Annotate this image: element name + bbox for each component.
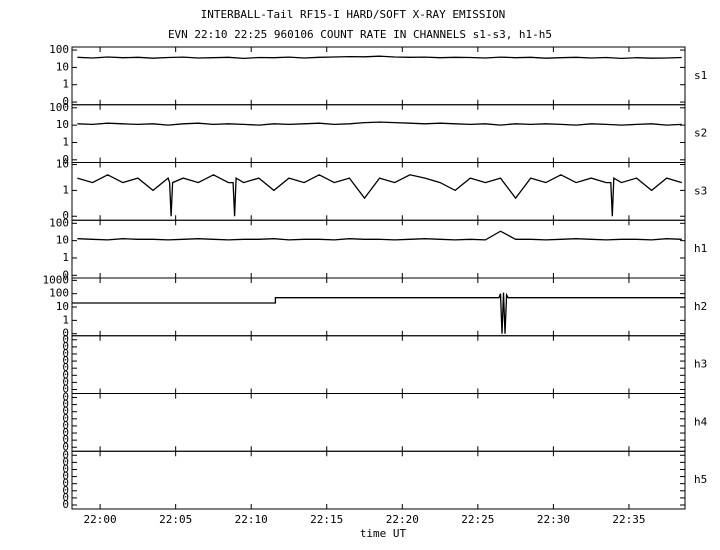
y-tick-label: 0 [62,375,69,388]
y-tick-label: 0 [62,368,69,381]
chart-title: INTERBALL-Tail RF15-I HARD/SOFT X-RAY EM… [201,8,506,21]
series-line [77,230,682,241]
y-tick-label: 0 [62,419,69,432]
series-line [72,292,685,334]
y-tick-label: 0 [62,391,69,404]
y-tick-label: 10 [56,158,69,171]
chart-subtitle: EVN 22:10 22:25 960106 COUNT RATE IN CHA… [168,28,552,41]
x-tick-label: 22:05 [159,513,192,526]
y-tick-label: 1 [62,251,69,264]
y-tick-label: 0 [62,477,69,490]
y-tick-label: 100 [49,216,69,229]
y-tick-label: 0 [62,498,69,511]
y-tick-label: 100 [49,287,69,300]
y-tick-label: 0 [62,153,69,166]
y-tick-label: 10 [56,60,69,73]
y-tick-label: 0 [62,268,69,281]
y-tick-label: 10 [56,118,69,131]
y-tick-label: 0 [62,484,69,497]
y-tick-label: 0 [62,95,69,108]
y-tick-label: 0 [62,209,69,222]
x-tick-label: 22:10 [235,513,268,526]
y-tick-label: 0 [62,462,69,475]
panel-label: s1 [694,69,707,82]
x-tick-label: 22:00 [84,513,117,526]
y-tick-label: 0 [62,470,69,483]
y-tick-label: 0 [62,333,69,346]
y-tick-label: 0 [62,440,69,453]
y-tick-label: 100 [49,101,69,114]
y-tick-label: 1 [62,183,69,196]
y-tick-label: 0 [62,448,69,461]
x-tick-label: 22:20 [386,513,419,526]
y-tick-label: 0 [62,347,69,360]
panel-label: h1 [694,242,707,255]
y-tick-label: 10 [56,234,69,247]
panel-label: s2 [694,127,707,140]
series-line [77,174,682,217]
panel-frame [71,450,686,510]
y-tick-label: 0 [62,398,69,411]
x-tick-label: 22:30 [537,513,570,526]
series-line [77,121,682,126]
x-tick-label: 22:25 [461,513,494,526]
y-tick-label: 1 [62,78,69,91]
y-tick-label: 1 [62,313,69,326]
y-tick-label: 0 [62,412,69,425]
y-tick-label: 0 [62,455,69,468]
y-tick-label: 0 [62,433,69,446]
y-tick-label: 0 [62,361,69,374]
y-tick-label: 0 [62,426,69,439]
y-tick-label: 10 [56,300,69,313]
y-tick-label: 0 [62,354,69,367]
y-tick-label: 0 [62,340,69,353]
x-tick-label: 22:15 [310,513,343,526]
panel-label: h2 [694,300,707,313]
y-tick-label: 100 [49,43,69,56]
panel-label: s3 [694,184,707,197]
y-tick-label: 0 [62,491,69,504]
panel-label: h4 [694,415,708,428]
x-tick-label: 22:35 [612,513,645,526]
x-axis-label: time UT [360,527,407,540]
y-tick-label: 0 [62,383,69,396]
panel-label: h5 [694,473,707,486]
y-tick-label: 1 [62,135,69,148]
y-tick-label: 1000 [43,273,70,286]
y-tick-label: 0 [62,405,69,418]
panel-label: h3 [694,358,707,371]
series-line [77,55,682,60]
y-tick-label: 0 [62,327,69,340]
